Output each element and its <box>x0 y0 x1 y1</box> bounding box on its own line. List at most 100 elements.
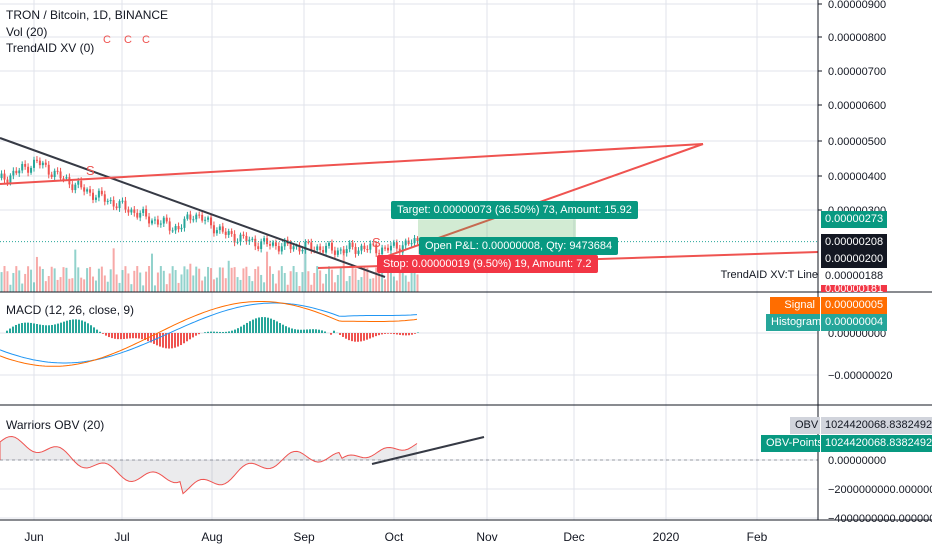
volume-bar <box>180 274 183 292</box>
macd-histogram-bar <box>246 322 248 333</box>
obv-legend[interactable]: Warriors OBV (20) <box>6 418 105 432</box>
macd-histogram-bar <box>180 333 182 346</box>
candle-body <box>289 243 292 250</box>
time-tick-label: Sep <box>293 530 315 544</box>
macd-histogram-bar <box>291 328 293 333</box>
candle-body <box>260 241 263 249</box>
time-tick-label: 2020 <box>653 530 680 544</box>
upper-trendline <box>0 143 704 185</box>
open-pnl-label[interactable]: Open P&L: 0.00000008, Qty: 9473684 <box>419 237 619 255</box>
macd-histogram-bar <box>45 325 47 333</box>
candle-body <box>204 219 207 221</box>
stop-label[interactable]: Stop: 0.00000019 (9.50%) 19, Amount: 7.2 <box>377 255 598 273</box>
volume-bar <box>389 266 392 292</box>
candle-body <box>168 221 171 231</box>
candle-body <box>9 175 12 183</box>
macd-histogram-bar <box>234 329 236 333</box>
macd-histogram-bar <box>75 319 77 333</box>
macd-histogram-bar <box>87 323 89 333</box>
macd-histogram-bar <box>354 333 356 342</box>
macd-histogram-bar <box>270 318 272 333</box>
candle-body <box>177 226 180 230</box>
candle-body <box>218 226 221 231</box>
trendaid-legend[interactable]: TrendAID XV (0) <box>6 41 95 55</box>
macd-histogram-bar <box>315 329 317 333</box>
candle-body <box>221 226 224 232</box>
candle-body <box>195 214 198 220</box>
candle-body <box>360 245 363 251</box>
macd-histogram-bar <box>111 333 113 339</box>
macd-histogram-bar <box>276 321 278 333</box>
macd-histogram-bar <box>48 325 50 333</box>
volume-bar <box>142 285 145 292</box>
candle-body <box>322 250 325 253</box>
macd-histogram-bar <box>102 333 104 334</box>
candle-body <box>274 242 277 247</box>
volume-bar <box>151 253 153 292</box>
s-marker: S <box>372 235 381 250</box>
volume-bar <box>68 278 71 292</box>
candle-body <box>330 242 333 251</box>
volume-bar <box>404 275 407 292</box>
volume-bar <box>153 285 156 292</box>
volume-bar <box>378 267 381 292</box>
macd-histogram-bar <box>177 333 179 347</box>
volume-bar <box>372 278 375 292</box>
candle-body <box>124 200 127 210</box>
macd-histogram-bar <box>42 325 44 333</box>
volume-bar <box>254 268 257 292</box>
candle-body <box>307 241 310 243</box>
volume-legend[interactable]: Vol (20) <box>6 25 48 39</box>
candle-body <box>162 217 165 224</box>
candle-body <box>83 187 86 192</box>
macd-histogram-bar <box>204 332 206 333</box>
histogram-value-tag: 0.00000004 <box>821 314 888 331</box>
target-label[interactable]: Target: 0.00000073 (36.50%) 73, Amount: … <box>391 201 638 219</box>
volume-bar <box>53 268 56 292</box>
candle-body <box>378 253 381 255</box>
macd-histogram-bar <box>33 323 35 333</box>
candle-body <box>94 197 97 200</box>
candle-body <box>148 216 151 224</box>
volume-bar <box>286 284 289 292</box>
volume-bar <box>269 266 271 292</box>
macd-histogram-bar <box>237 328 239 333</box>
candle-body <box>304 241 307 250</box>
volume-bar <box>118 282 121 292</box>
macd-histogram-bar <box>243 324 245 333</box>
current-price-tag: 0.00000208 <box>821 234 888 251</box>
volume-bar <box>207 266 210 292</box>
volume-bar <box>192 275 195 292</box>
candle-body <box>354 246 357 254</box>
entry-price-tag: 0.00000200 <box>821 251 888 268</box>
macd-histogram-bar <box>381 333 383 335</box>
volume-bar <box>71 278 74 292</box>
volume-bar <box>171 266 174 292</box>
macd-histogram-bar <box>390 333 392 334</box>
candle-body <box>92 192 94 200</box>
price-tick-label: 0.00000400 <box>828 171 886 183</box>
volume-bar <box>384 279 387 292</box>
volume-bar <box>41 268 44 292</box>
macd-histogram-bar <box>207 331 209 333</box>
candle-body <box>106 200 109 202</box>
volume-bar <box>44 281 47 292</box>
volume-bar <box>410 269 413 292</box>
obv-trendline <box>371 436 485 465</box>
macd-legend[interactable]: MACD (12, 26, close, 9) <box>6 303 135 317</box>
volume-bar <box>298 285 301 292</box>
candle-body <box>3 173 6 180</box>
candle-body <box>159 223 162 225</box>
macd-histogram-bar <box>342 333 344 337</box>
volume-bar <box>198 268 201 292</box>
candle-body <box>201 214 204 221</box>
candle-body <box>387 247 389 251</box>
macd-histogram-bar <box>183 333 185 344</box>
macd-histogram-bar <box>186 333 188 342</box>
candle-body <box>416 238 419 242</box>
obv-points-name-tag: OBV-Points <box>761 435 823 452</box>
symbol-title[interactable]: TRON / Bitcoin, 1D, BINANCE <box>6 8 169 22</box>
volume-bar <box>215 277 218 292</box>
